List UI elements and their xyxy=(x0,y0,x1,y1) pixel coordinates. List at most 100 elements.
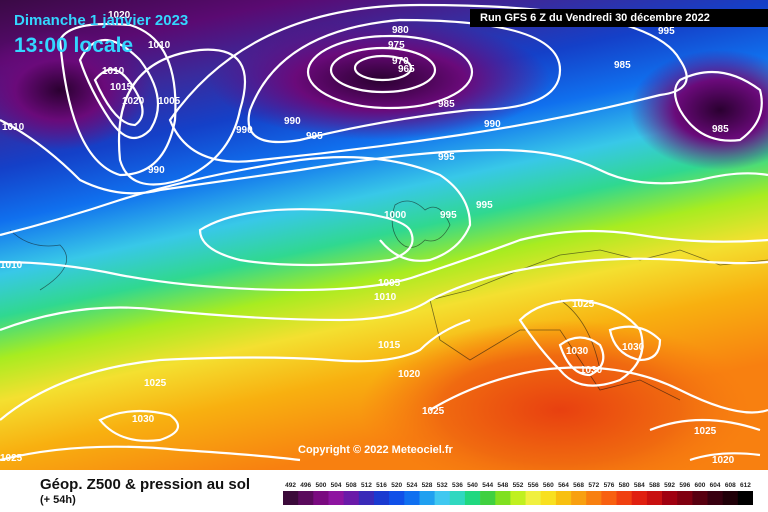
legend-tick-label: 560 xyxy=(543,482,554,489)
coastlines xyxy=(9,200,768,401)
legend-color-swatch xyxy=(662,491,678,505)
copyright-notice: Copyright © 2022 Meteociel.fr xyxy=(298,444,453,456)
isobar-label-1025-d: 1025 xyxy=(694,426,717,437)
legend-tick-label: 504 xyxy=(331,482,342,489)
isobar-label-990-b: 990 xyxy=(284,116,301,127)
legend-color-swatch xyxy=(707,491,723,505)
low-pressure-core-west xyxy=(0,30,150,150)
isobar-label-1025-a: 1025 xyxy=(572,299,595,310)
legend-color-swatch xyxy=(313,491,329,505)
legend-color-swatch xyxy=(495,491,511,505)
legend-tick-label: 596 xyxy=(679,482,690,489)
isobar-label-1030-d: 1030 xyxy=(580,365,603,376)
legend-color-swatch xyxy=(601,491,617,505)
legend-tick-label: 568 xyxy=(573,482,584,489)
legend-tick-label: 612 xyxy=(740,482,751,489)
isobar-label-985-b: 985 xyxy=(438,99,455,110)
legend-color-swatch xyxy=(571,491,587,505)
isobar-label-1010-nw: 1010 xyxy=(148,40,171,51)
isobar-label-975: 975 xyxy=(388,40,405,51)
isobar-label-1000: 1000 xyxy=(384,210,407,221)
isobar-label-1030-a: 1030 xyxy=(132,414,155,425)
isobar-label-1010-a: 1010 xyxy=(102,66,125,77)
legend-color-swatch xyxy=(358,491,375,505)
legend-tick-label: 604 xyxy=(710,482,721,489)
legend-color-swatch xyxy=(374,491,390,505)
legend-color-swatch xyxy=(328,491,344,505)
isobar-label-995-a: 995 xyxy=(306,131,323,142)
legend-tick-label: 540 xyxy=(467,482,478,489)
legend-color-swatch xyxy=(343,491,360,505)
legend-tick-label: 552 xyxy=(513,482,524,489)
isobar-labels: 1020 1010 1010 1015 1020 1005 980 975 97… xyxy=(0,10,735,466)
isobar-label-995-c: 995 xyxy=(476,200,493,211)
legend-color-swatch xyxy=(480,491,496,505)
legend-color-swatch xyxy=(510,491,526,505)
legend-tick-label: 608 xyxy=(725,482,736,489)
pressure-map: 1020 1010 1010 1015 1020 1005 980 975 97… xyxy=(0,0,768,470)
legend-color-swatch xyxy=(449,491,466,505)
isobar-label-1010-b: 1010 xyxy=(0,260,23,271)
legend-color-swatch xyxy=(692,491,708,505)
isobar-label-995-d: 995 xyxy=(440,210,457,221)
isobar-label-1020-b: 1020 xyxy=(398,369,421,380)
legend-color-swatch xyxy=(434,491,451,505)
legend-color-swatch xyxy=(389,491,405,505)
legend-tick-label: 572 xyxy=(588,482,599,489)
isobar-label-995-ne: 995 xyxy=(658,26,675,37)
legend-color-swatch xyxy=(525,491,542,505)
legend-color-swatch xyxy=(737,491,753,505)
isobar-label-970: 970 xyxy=(392,56,409,67)
isobar-label-1025-b: 1025 xyxy=(144,378,167,389)
legend-color-swatch xyxy=(404,491,420,505)
legend-tick-label: 536 xyxy=(452,482,463,489)
legend-color-swatch xyxy=(298,491,314,505)
isobar-label-990-a: 990 xyxy=(236,125,253,136)
legend-tick-label: 556 xyxy=(528,482,539,489)
map-parameter-title: Géop. Z500 & pression au sol xyxy=(40,476,251,493)
legend-tick-label: 492 xyxy=(285,482,296,489)
isobar-label-1015-a: 1015 xyxy=(110,82,133,93)
legend-tick-label: 600 xyxy=(694,482,705,489)
legend-tick-label: 516 xyxy=(376,482,387,489)
legend-tick-label: 524 xyxy=(406,482,417,489)
legend-tick-label: 580 xyxy=(619,482,630,489)
isobar-label-1010-x: 1010 xyxy=(374,292,397,303)
isobar-label-990-d: 990 xyxy=(148,165,165,176)
legend-tick-label: 588 xyxy=(649,482,660,489)
legend-tick-label: 520 xyxy=(391,482,402,489)
isobar-label-1005-a: 1005 xyxy=(158,96,181,107)
isobar-label-1020-c: 1020 xyxy=(712,455,735,466)
isobar-label-1025-e: 1025 xyxy=(0,453,23,464)
legend-tick-label: 592 xyxy=(664,482,675,489)
legend-color-swatch xyxy=(722,491,739,505)
legend-color-swatch xyxy=(419,491,435,505)
legend-tick-label: 544 xyxy=(482,482,493,489)
legend-tick-label: 576 xyxy=(604,482,615,489)
legend-color-swatch xyxy=(631,491,648,505)
isobar-label-1005-b: 1005 xyxy=(378,278,401,289)
legend-tick-label: 528 xyxy=(422,482,433,489)
high-geopotential-core xyxy=(360,320,760,470)
forecast-date: Dimanche 1 janvier 2023 xyxy=(14,12,189,29)
forecast-lead-time: (+ 54h) xyxy=(40,494,76,506)
legend-color-swatch xyxy=(464,491,481,505)
legend-color-swatch xyxy=(616,491,632,505)
legend-tick-label: 508 xyxy=(346,482,357,489)
legend-tick-label: 496 xyxy=(300,482,311,489)
legend-tick-label: 512 xyxy=(361,482,372,489)
isobar-label-1030-c: 1030 xyxy=(622,342,645,353)
forecast-local-time: 13:00 locale xyxy=(14,34,134,57)
isobar-label-1020-nw: 1020 xyxy=(108,10,131,21)
isobar-label-995-b: 995 xyxy=(438,152,455,163)
legend-tick-label: 500 xyxy=(315,482,326,489)
isobar-label-985-c: 985 xyxy=(712,124,729,135)
legend-color-swatch xyxy=(677,491,693,505)
legend-color-swatch xyxy=(540,491,557,505)
isobar-label-965: 965 xyxy=(398,64,415,75)
isobar-label-980: 980 xyxy=(392,25,409,36)
legend-color-swatch xyxy=(586,491,602,505)
isobar-label-990-c: 990 xyxy=(484,119,501,130)
isobar-label-1010-w: 1010 xyxy=(2,122,25,133)
legend-color-swatch xyxy=(555,491,572,505)
